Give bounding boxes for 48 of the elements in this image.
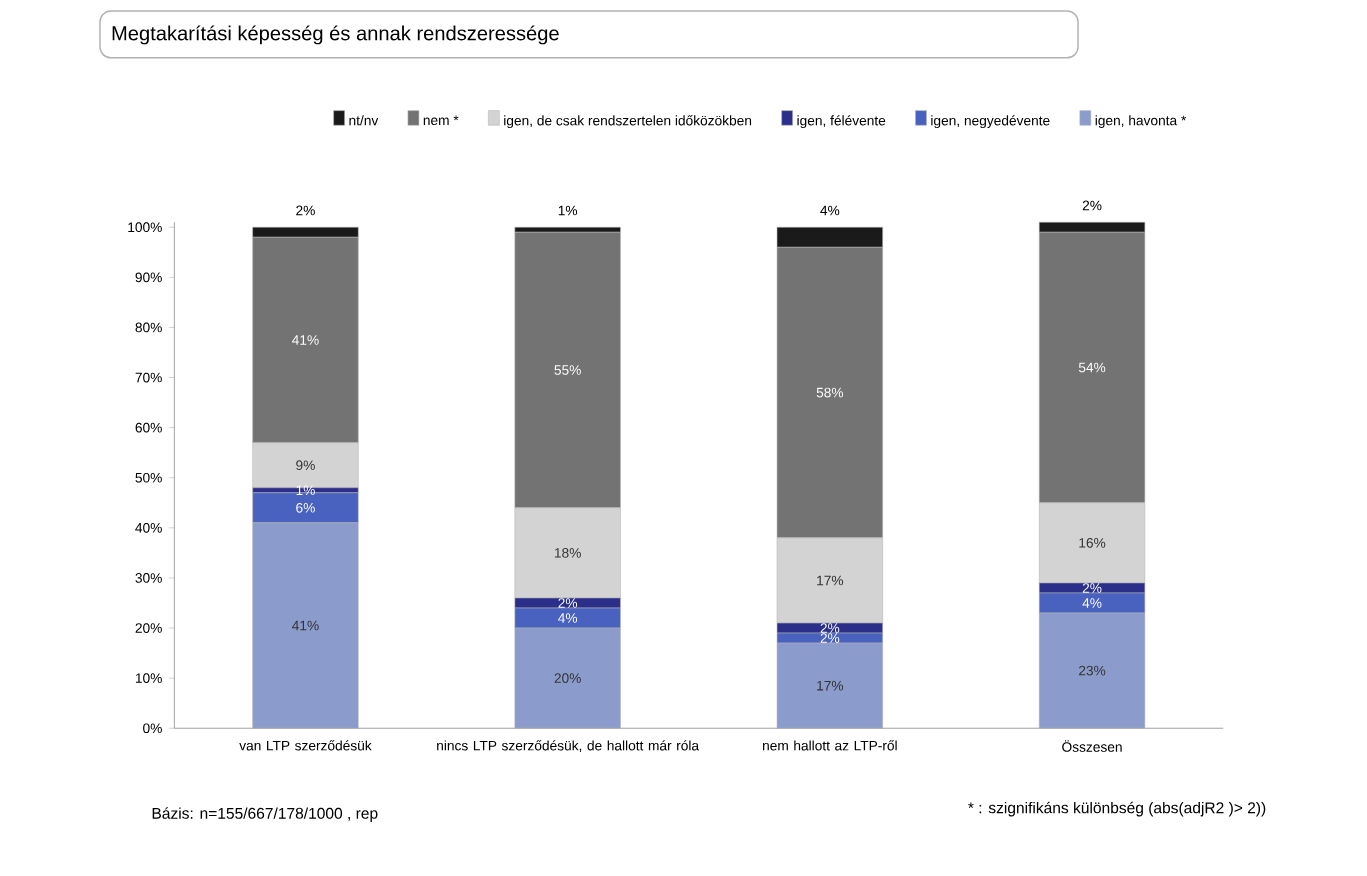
x-tick-label: nem hallott az LTP-ről: [763, 740, 897, 751]
y-tick-label: 100%: [128, 222, 162, 233]
y-tick-label: 70%: [135, 372, 162, 383]
data-label: 23%: [1079, 665, 1106, 676]
data-label: 17%: [817, 575, 844, 586]
data-label: 55%: [554, 365, 581, 375]
y-tick-label: 0%: [143, 723, 162, 734]
legend-label: nem *: [423, 115, 459, 126]
data-label: 2%: [820, 623, 840, 633]
y-tick-label: 40%: [135, 522, 162, 533]
y-tick-label: 30%: [135, 573, 162, 583]
data-label: 2%: [558, 598, 578, 608]
data-label: 18%: [554, 547, 581, 558]
y-tick-label: 10%: [135, 673, 162, 683]
data-label: 4%: [1082, 598, 1102, 608]
data-label: 4%: [558, 613, 578, 623]
data-label: 2%: [1082, 583, 1102, 593]
data-label: 4%: [820, 205, 840, 216]
data-label: 54%: [1078, 362, 1106, 373]
y-tick-label: 60%: [135, 422, 162, 433]
y-tick-label: 80%: [135, 322, 162, 333]
data-label: 1%: [296, 485, 315, 496]
data-label: 41%: [292, 620, 319, 631]
x-tick-label: Összesen: [1062, 740, 1122, 752]
data-label: 1%: [558, 205, 578, 216]
text: * : szignifikáns különbség (abs(adjR2 )> 2)): [968, 801, 1266, 817]
x-tick-label: nincs LTP szerződésük, de hallott már róla: [437, 740, 700, 753]
x-tick-label: van LTP szerződésük: [239, 740, 372, 751]
y-tick-label: 90%: [135, 272, 162, 283]
y-tick-label: 20%: [135, 623, 162, 633]
legend-label: igen, havonta *: [1095, 115, 1187, 128]
data-label: 2%: [296, 205, 315, 216]
data-label: 2%: [1082, 200, 1102, 211]
data-label: 20%: [554, 673, 581, 683]
y-tick-label: 50%: [135, 472, 162, 483]
data-label: 6%: [296, 502, 315, 513]
data-label: 58%: [816, 387, 844, 398]
legend-label: igen, negyedévente: [931, 115, 1050, 129]
data-label: 2%: [820, 633, 840, 643]
legend-label: nt/nv: [349, 115, 379, 126]
data-label: 17%: [817, 680, 844, 691]
legend-label: igen, félévente: [797, 115, 886, 129]
data-label: 41%: [292, 335, 319, 345]
data-label: 9%: [296, 460, 315, 471]
chart-title: Megtakarítási képesség és annak rendszeressége: [112, 25, 559, 45]
data-label: 16%: [1079, 537, 1106, 548]
legend-label: igen, de csak rendszertelen időközökben: [504, 115, 752, 129]
text: Bázis: n=155/667/178/1000 , rep: [152, 807, 378, 822]
